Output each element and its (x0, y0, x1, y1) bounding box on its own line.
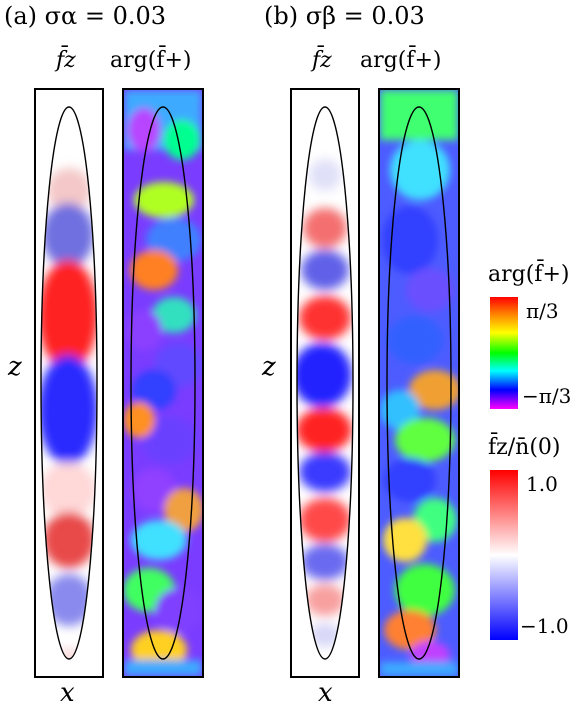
panel-a-fz-plot (34, 88, 104, 678)
phase-colorbar-min-label: −π/3 (522, 384, 572, 408)
panel-b-fz-plot (290, 88, 360, 678)
panel-b-z-axis-label: z (262, 352, 276, 382)
panel-a-title: (a) σα = 0.03 (4, 2, 167, 30)
phase-colorbar (490, 297, 518, 409)
panel-b-x-axis-label: x (318, 678, 333, 708)
fz-colorbar (490, 470, 518, 640)
fz-colorbar-title: f̄z/n̄(0) (488, 435, 561, 460)
panel-b-title: (b) σβ = 0.03 (264, 2, 425, 30)
phase-colorbar-max-label: π/3 (526, 299, 559, 323)
panel-a-arg-plot (122, 88, 204, 678)
phase-colorbar-title: arg(f̄+) (488, 262, 570, 287)
panel-a-arg-label: arg(f̄+) (110, 48, 192, 73)
panel-b-arg-label: arg(f̄+) (360, 48, 442, 73)
panel-b-arg-plot (378, 88, 460, 678)
fz-colorbar-max-label: 1.0 (526, 472, 558, 496)
panel-a-z-axis-label: z (8, 352, 22, 382)
fz-colorbar-min-label: −1.0 (520, 614, 569, 638)
panel-a-x-axis-label: x (60, 678, 75, 708)
panel-a-fz-label: f̄z (56, 48, 76, 73)
panel-b-fz-label: f̄z (312, 48, 332, 73)
